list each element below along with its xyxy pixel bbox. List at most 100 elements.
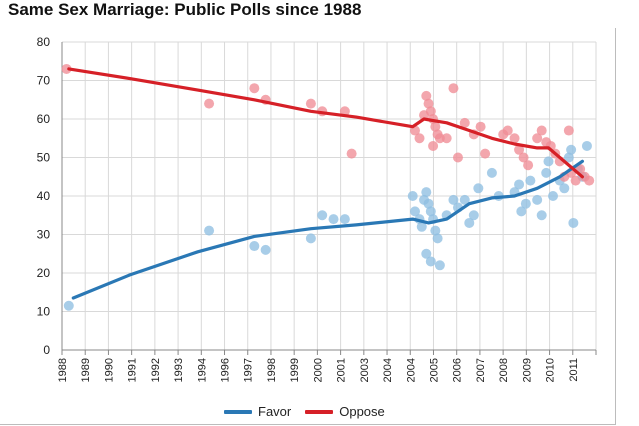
x-tick-label: 2008 (498, 358, 510, 382)
data-point-oppose (523, 160, 534, 171)
data-point-oppose (448, 83, 459, 94)
data-point-favor (566, 144, 577, 155)
x-tick-label: 1991 (127, 358, 139, 382)
legend-item-favor: Favor (224, 404, 291, 419)
data-point-favor (204, 225, 215, 236)
data-point-oppose (428, 140, 439, 151)
data-point-favor (514, 179, 525, 190)
y-tick-label: 70 (37, 74, 51, 88)
legend-label-oppose: Oppose (339, 404, 385, 419)
data-point-favor (407, 191, 418, 201)
data-point-oppose (452, 152, 463, 163)
data-point-favor (423, 198, 434, 209)
data-point-favor (448, 194, 459, 205)
x-tick-label: 2001 (336, 358, 348, 382)
data-point-favor (432, 233, 443, 244)
legend-item-oppose: Oppose (305, 404, 385, 419)
data-point-favor (568, 217, 579, 228)
data-point-oppose (423, 98, 434, 109)
data-point-favor (425, 206, 436, 217)
legend: Favor Oppose (224, 404, 399, 419)
data-point-favor (581, 140, 592, 151)
data-point-favor (305, 233, 316, 244)
trend-lines (67, 67, 584, 300)
data-point-favor (416, 221, 427, 232)
data-point-favor (563, 152, 574, 163)
y-tick-label: 20 (37, 266, 51, 280)
data-point-favor (532, 194, 543, 205)
chart-frame (0, 28, 616, 425)
data-point-favor (434, 260, 445, 271)
data-point-favor (409, 206, 420, 217)
data-point-oppose (502, 125, 513, 136)
data-point-oppose (249, 83, 260, 94)
data-point-oppose (61, 63, 72, 74)
x-tick-label: 1989 (80, 358, 92, 382)
x-tick-labels: 1988 1989 1990 1991 1992 1993 1994 1996 1997 1998… (57, 358, 580, 382)
data-point-oppose (514, 144, 525, 155)
data-point-oppose (459, 117, 470, 128)
x-tick-label: 1996 (220, 358, 232, 382)
data-point-oppose (480, 148, 491, 159)
data-point-favor (249, 241, 260, 252)
data-point-oppose (204, 98, 215, 109)
x-tick-label: 1994 (196, 358, 208, 382)
y-tick-label: 40 (37, 189, 51, 203)
y-tick-label: 30 (37, 228, 51, 242)
data-point-favor (317, 210, 328, 221)
x-tick-label: 2009 (521, 358, 533, 382)
y-tick-label: 10 (37, 305, 51, 319)
x-tick-label: 2006 (452, 358, 464, 382)
data-point-favor (548, 191, 559, 201)
data-points (61, 63, 595, 311)
x-tick-label: 2000 (312, 358, 324, 382)
trend-line-oppose (67, 67, 584, 179)
data-point-favor (260, 244, 271, 255)
chart-title: Same Sex Marriage: Public Polls since 19… (8, 0, 362, 19)
data-point-favor (464, 217, 475, 228)
data-point-favor (525, 175, 536, 186)
data-point-oppose (475, 121, 486, 132)
data-point-oppose (509, 133, 520, 144)
data-point-favor (63, 300, 74, 311)
legend-swatch-oppose (305, 409, 334, 414)
y-tick-label: 50 (37, 151, 51, 165)
y-tick-label: 60 (37, 112, 51, 126)
data-point-oppose (532, 133, 543, 144)
data-point-oppose (570, 175, 581, 186)
x-tick-label: 2011 (568, 358, 580, 382)
grid-lines (61, 41, 597, 351)
data-point-favor (328, 214, 339, 225)
data-point-favor (543, 156, 554, 167)
x-tick-label: 2007 (475, 358, 487, 382)
data-point-oppose (518, 152, 529, 163)
data-point-oppose (584, 175, 595, 186)
x-tick-label: 2004 (382, 358, 394, 382)
x-tick-label: 2005 (428, 358, 440, 382)
data-point-favor (486, 167, 497, 178)
data-point-favor (541, 167, 552, 178)
x-tick-label: 1988 (57, 358, 69, 382)
data-point-favor (421, 248, 432, 259)
axes (61, 42, 597, 355)
x-tick-label: 1993 (173, 358, 185, 382)
y-tick-labels: 0 10 20 30 40 50 60 70 80 (37, 35, 51, 357)
x-tick-label: 1990 (103, 358, 115, 382)
data-point-oppose (441, 133, 452, 144)
legend-label-favor: Favor (258, 404, 292, 419)
x-tick-label: 2004 (405, 358, 417, 382)
data-point-oppose (414, 133, 425, 144)
data-point-favor (473, 183, 484, 194)
x-tick-label: 1992 (150, 358, 162, 382)
x-tick-label: 2003 (359, 358, 371, 382)
data-point-favor (425, 256, 436, 267)
y-tick-label: 0 (43, 343, 50, 357)
data-point-favor (430, 225, 441, 236)
data-point-favor (459, 194, 470, 205)
data-point-oppose (536, 125, 547, 136)
data-point-oppose (421, 90, 432, 101)
x-tick-label: 1999 (289, 358, 301, 382)
data-point-oppose (563, 125, 574, 136)
data-point-favor (520, 198, 531, 209)
